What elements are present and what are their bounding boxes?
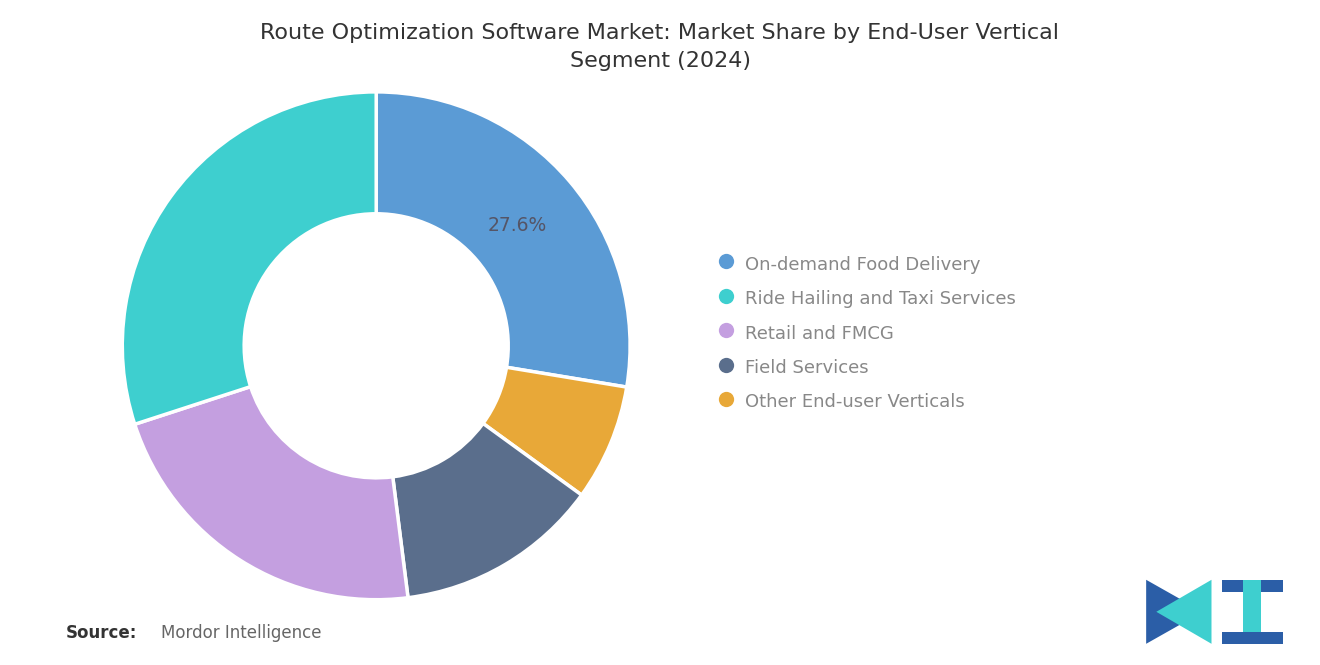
- Text: Source:: Source:: [66, 624, 137, 642]
- Polygon shape: [1156, 580, 1212, 644]
- Wedge shape: [483, 367, 627, 495]
- Polygon shape: [1243, 580, 1261, 632]
- Text: Mordor Intelligence: Mordor Intelligence: [161, 624, 322, 642]
- Wedge shape: [376, 92, 630, 387]
- Wedge shape: [393, 424, 582, 598]
- Polygon shape: [1222, 580, 1283, 592]
- Text: 27.6%: 27.6%: [488, 216, 548, 235]
- Polygon shape: [1222, 632, 1283, 644]
- Text: Route Optimization Software Market: Market Share by End-User Vertical
Segment (2: Route Optimization Software Market: Mark…: [260, 23, 1060, 71]
- Wedge shape: [123, 92, 376, 424]
- Polygon shape: [1146, 580, 1203, 644]
- Wedge shape: [135, 386, 408, 600]
- Legend: On-demand Food Delivery, Ride Hailing and Taxi Services, Retail and FMCG, Field : On-demand Food Delivery, Ride Hailing an…: [722, 253, 1016, 412]
